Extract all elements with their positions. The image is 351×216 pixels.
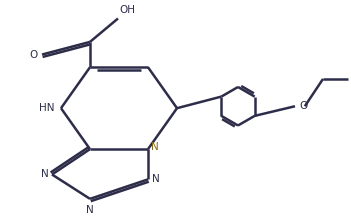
Text: N: N (152, 174, 159, 184)
Text: OH: OH (120, 5, 136, 15)
Text: O: O (299, 101, 307, 111)
Text: N: N (151, 142, 159, 152)
Text: HN: HN (39, 103, 55, 113)
Text: N: N (41, 170, 48, 179)
Text: N: N (86, 205, 94, 215)
Text: O: O (29, 49, 38, 60)
